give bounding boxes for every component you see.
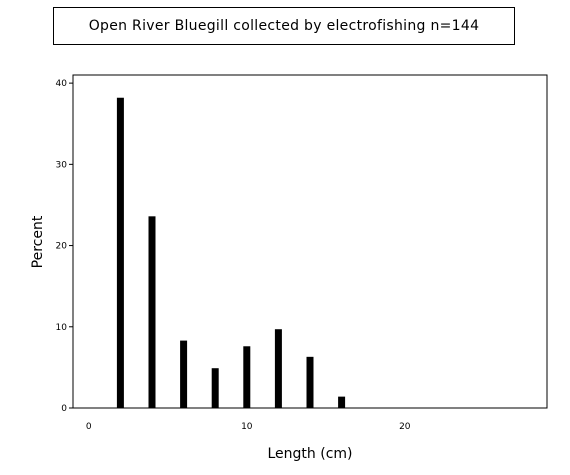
x-tick-label: 0 bbox=[86, 422, 92, 432]
x-tick-label: 20 bbox=[399, 422, 411, 432]
y-tick-label: 0 bbox=[61, 404, 67, 414]
bar-length-12 bbox=[274, 329, 282, 408]
y-tick-label: 30 bbox=[56, 160, 68, 170]
bar-length-6 bbox=[180, 340, 188, 408]
y-tick-label: 40 bbox=[56, 79, 68, 89]
bar-length-4 bbox=[148, 216, 156, 408]
x-tick-label: 10 bbox=[241, 422, 253, 432]
bar-length-10 bbox=[243, 346, 251, 408]
chart-title-box: Open River Bluegill collected by electro… bbox=[53, 7, 515, 45]
x-axis-ticks: 0 10 20 bbox=[86, 422, 411, 432]
x-axis-label: Length (cm) bbox=[268, 446, 353, 462]
bars-group bbox=[116, 97, 346, 409]
bar-length-8 bbox=[211, 368, 219, 408]
y-tick-label: 20 bbox=[56, 242, 68, 252]
chart-title: Open River Bluegill collected by electro… bbox=[88, 18, 480, 34]
y-axis-label: Percent bbox=[30, 215, 46, 268]
bar-length-16 bbox=[338, 396, 346, 408]
bar-length-2 bbox=[116, 97, 124, 409]
bar-length-14 bbox=[306, 356, 314, 408]
y-tick-label: 10 bbox=[56, 323, 68, 333]
y-axis-ticks: 0 10 20 30 40 bbox=[56, 79, 73, 414]
